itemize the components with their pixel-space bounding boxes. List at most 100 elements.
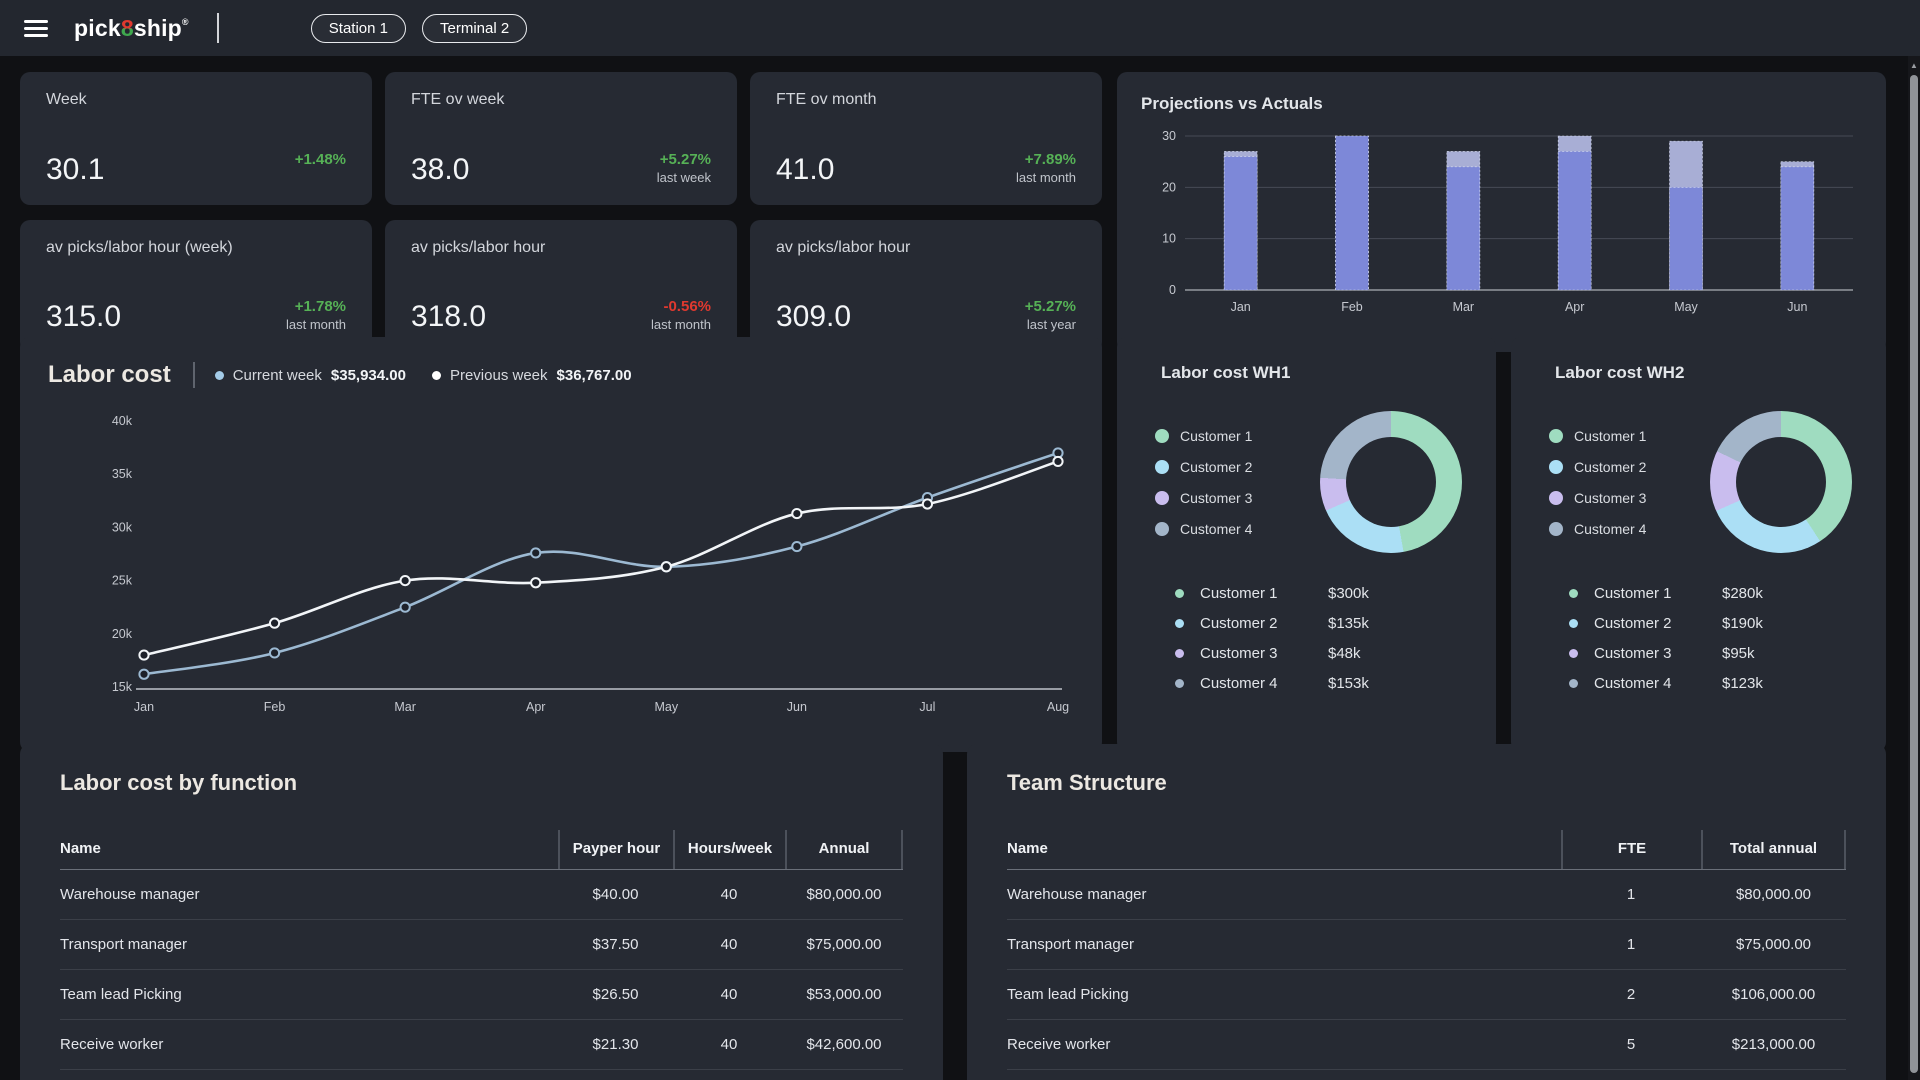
kpi-title: Week <box>46 91 87 108</box>
kpi-title: av picks/labor hour <box>411 238 546 256</box>
customer-label: Customer 2 <box>1200 615 1278 632</box>
cell-name: Team lead Picking <box>60 986 182 1003</box>
svg-text:Feb: Feb <box>1341 300 1363 314</box>
labor-table-body: Warehouse manager $40.00 40 $80,000.00 T… <box>60 870 903 1080</box>
kpi-delta-period: last week <box>656 169 711 185</box>
cell-name: Receive worker <box>1007 1036 1111 1053</box>
donut-legend-item: Customer 4 <box>1549 521 1695 537</box>
svg-text:25k: 25k <box>112 574 133 588</box>
kpi-card: FTE ov month 41.0 +7.89% last month <box>750 72 1102 205</box>
dashboard: Week 30.1 +1.48% FTE ov week 38.0 +5.27% <box>0 56 1920 1080</box>
cell-total-annual: $80,000.00 <box>1735 886 1812 903</box>
customer-label: Customer 3 <box>1594 645 1672 662</box>
kpi-title: FTE ov month <box>776 91 877 108</box>
table-row: Receive worker $18.80 40 $37,600.00 <box>60 1070 903 1080</box>
svg-text:10: 10 <box>1162 232 1176 246</box>
station-button[interactable]: Station 1 <box>310 13 406 43</box>
column-header: Annual <box>785 830 903 869</box>
labor-cost-wh2-panel: Labor cost WH2 Customer 1 Customer 2 Cus… <box>1511 337 1886 752</box>
donut-hole <box>1346 437 1436 527</box>
menu-icon[interactable] <box>24 16 50 41</box>
legend-dot <box>1549 521 1563 536</box>
column-header: FTE <box>1561 830 1701 869</box>
donut-hole <box>1736 437 1826 527</box>
kpi-value: 315.0 <box>46 300 122 333</box>
top-bar: pick 8 ship ® Station 1 Terminal 2 <box>0 0 1920 56</box>
customer-value: $190k <box>1722 615 1763 632</box>
svg-text:Aug: Aug <box>1047 700 1069 714</box>
cell-name: Receive worker <box>60 1036 164 1053</box>
customer-label: Customer 4 <box>1594 675 1672 692</box>
table-row: Receive worker 10 $376,000.00 <box>1007 1070 1846 1080</box>
labor-cost-title: Labor cost <box>48 361 171 388</box>
customer-value-row: Customer 1 $300k <box>1175 585 1456 602</box>
cell-annual: $42,600.00 <box>806 1036 882 1053</box>
kpi-card: Week 30.1 +1.48% <box>20 72 372 205</box>
kpi-delta: +1.78% <box>294 298 346 315</box>
team-table-title: Team Structure <box>1007 770 1167 795</box>
donut-legend-item: Customer 3 <box>1549 490 1695 506</box>
wh1-donut-chart <box>1320 411 1462 553</box>
labor-cost-panel: Labor cost Current week $35,934.00 Previ… <box>20 337 1102 752</box>
terminal-button[interactable]: Terminal 2 <box>421 13 528 43</box>
kpi-delta: -0.56% <box>663 298 711 315</box>
cell-total-annual: $106,000.00 <box>1731 986 1816 1003</box>
svg-text:Jan: Jan <box>134 700 154 714</box>
kpi-value: 318.0 <box>411 300 487 333</box>
cell-annual: $53,000.00 <box>806 986 882 1003</box>
customer-label: Customer 4 <box>1200 675 1278 692</box>
svg-text:Jun: Jun <box>1787 300 1807 314</box>
customer-value-row: Customer 1 $280k <box>1569 585 1846 602</box>
svg-text:30k: 30k <box>112 520 133 534</box>
column-header: Name <box>60 840 101 857</box>
column-header: Name <box>1007 840 1048 857</box>
cell-hours-week: 40 <box>720 936 738 953</box>
svg-text:Jul: Jul <box>919 700 935 714</box>
legend-label: Customer 1 <box>1180 427 1253 444</box>
kpi-delta-period: last month <box>1016 169 1076 185</box>
scroll-up-arrow[interactable]: ▲ <box>1910 61 1918 70</box>
kpi-value: 30.1 <box>46 152 105 186</box>
customer-value: $48k <box>1328 645 1361 662</box>
table-row: Transport manager $37.50 40 $75,000.00 <box>60 920 903 970</box>
cell-hours-week: 40 <box>720 1036 738 1053</box>
team-table-body: Warehouse manager 1 $80,000.00 Transport… <box>1007 870 1846 1080</box>
value-dot <box>1569 649 1578 658</box>
value-dot <box>1175 589 1184 598</box>
donut-legend-item: Customer 3 <box>1155 490 1301 506</box>
scrollbar-thumb[interactable] <box>1910 75 1918 1073</box>
column-header: Hours/week <box>673 830 785 869</box>
svg-text:Feb: Feb <box>264 700 286 714</box>
cell-pay-per-hour: $21.30 <box>592 1036 639 1053</box>
customer-label: Customer 2 <box>1594 615 1672 632</box>
svg-text:30: 30 <box>1162 129 1176 143</box>
legend-value: $36,767.00 <box>556 366 632 384</box>
cell-annual: $80,000.00 <box>806 886 882 903</box>
customer-label: Customer 1 <box>1594 585 1672 602</box>
logo-text-post: ship <box>133 14 182 41</box>
value-dot <box>1569 619 1578 628</box>
legend-dot <box>1155 490 1169 505</box>
legend-dot <box>1155 459 1169 474</box>
scrollbar[interactable]: ▲ <box>1908 56 1920 1080</box>
svg-text:20k: 20k <box>112 627 133 641</box>
value-dot <box>1175 679 1184 688</box>
value-dot <box>1175 649 1184 658</box>
customer-value: $135k <box>1328 615 1369 632</box>
kpi-delta: +5.27% <box>659 150 711 168</box>
team-table-header: Name FTE Total annual <box>1007 830 1846 870</box>
customer-value-row: Customer 3 $95k <box>1569 645 1846 662</box>
customer-value: $123k <box>1722 675 1763 692</box>
kpi-value: 309.0 <box>776 300 852 333</box>
table-row: Transport manager 1 $75,000.00 <box>1007 920 1846 970</box>
wh2-values: Customer 1 $280k Customer 2 $190k Custom… <box>1569 585 1846 692</box>
legend-dot <box>1549 490 1563 505</box>
svg-text:Apr: Apr <box>1565 300 1584 314</box>
svg-text:Apr: Apr <box>526 700 545 714</box>
svg-text:40k: 40k <box>112 414 133 428</box>
wh1-title: Labor cost WH1 <box>1161 363 1291 382</box>
svg-text:Jun: Jun <box>787 700 807 714</box>
cell-annual: $37,600.00 <box>785 1070 903 1080</box>
cell-name: Receive worker <box>60 1070 558 1080</box>
svg-text:May: May <box>654 700 678 714</box>
